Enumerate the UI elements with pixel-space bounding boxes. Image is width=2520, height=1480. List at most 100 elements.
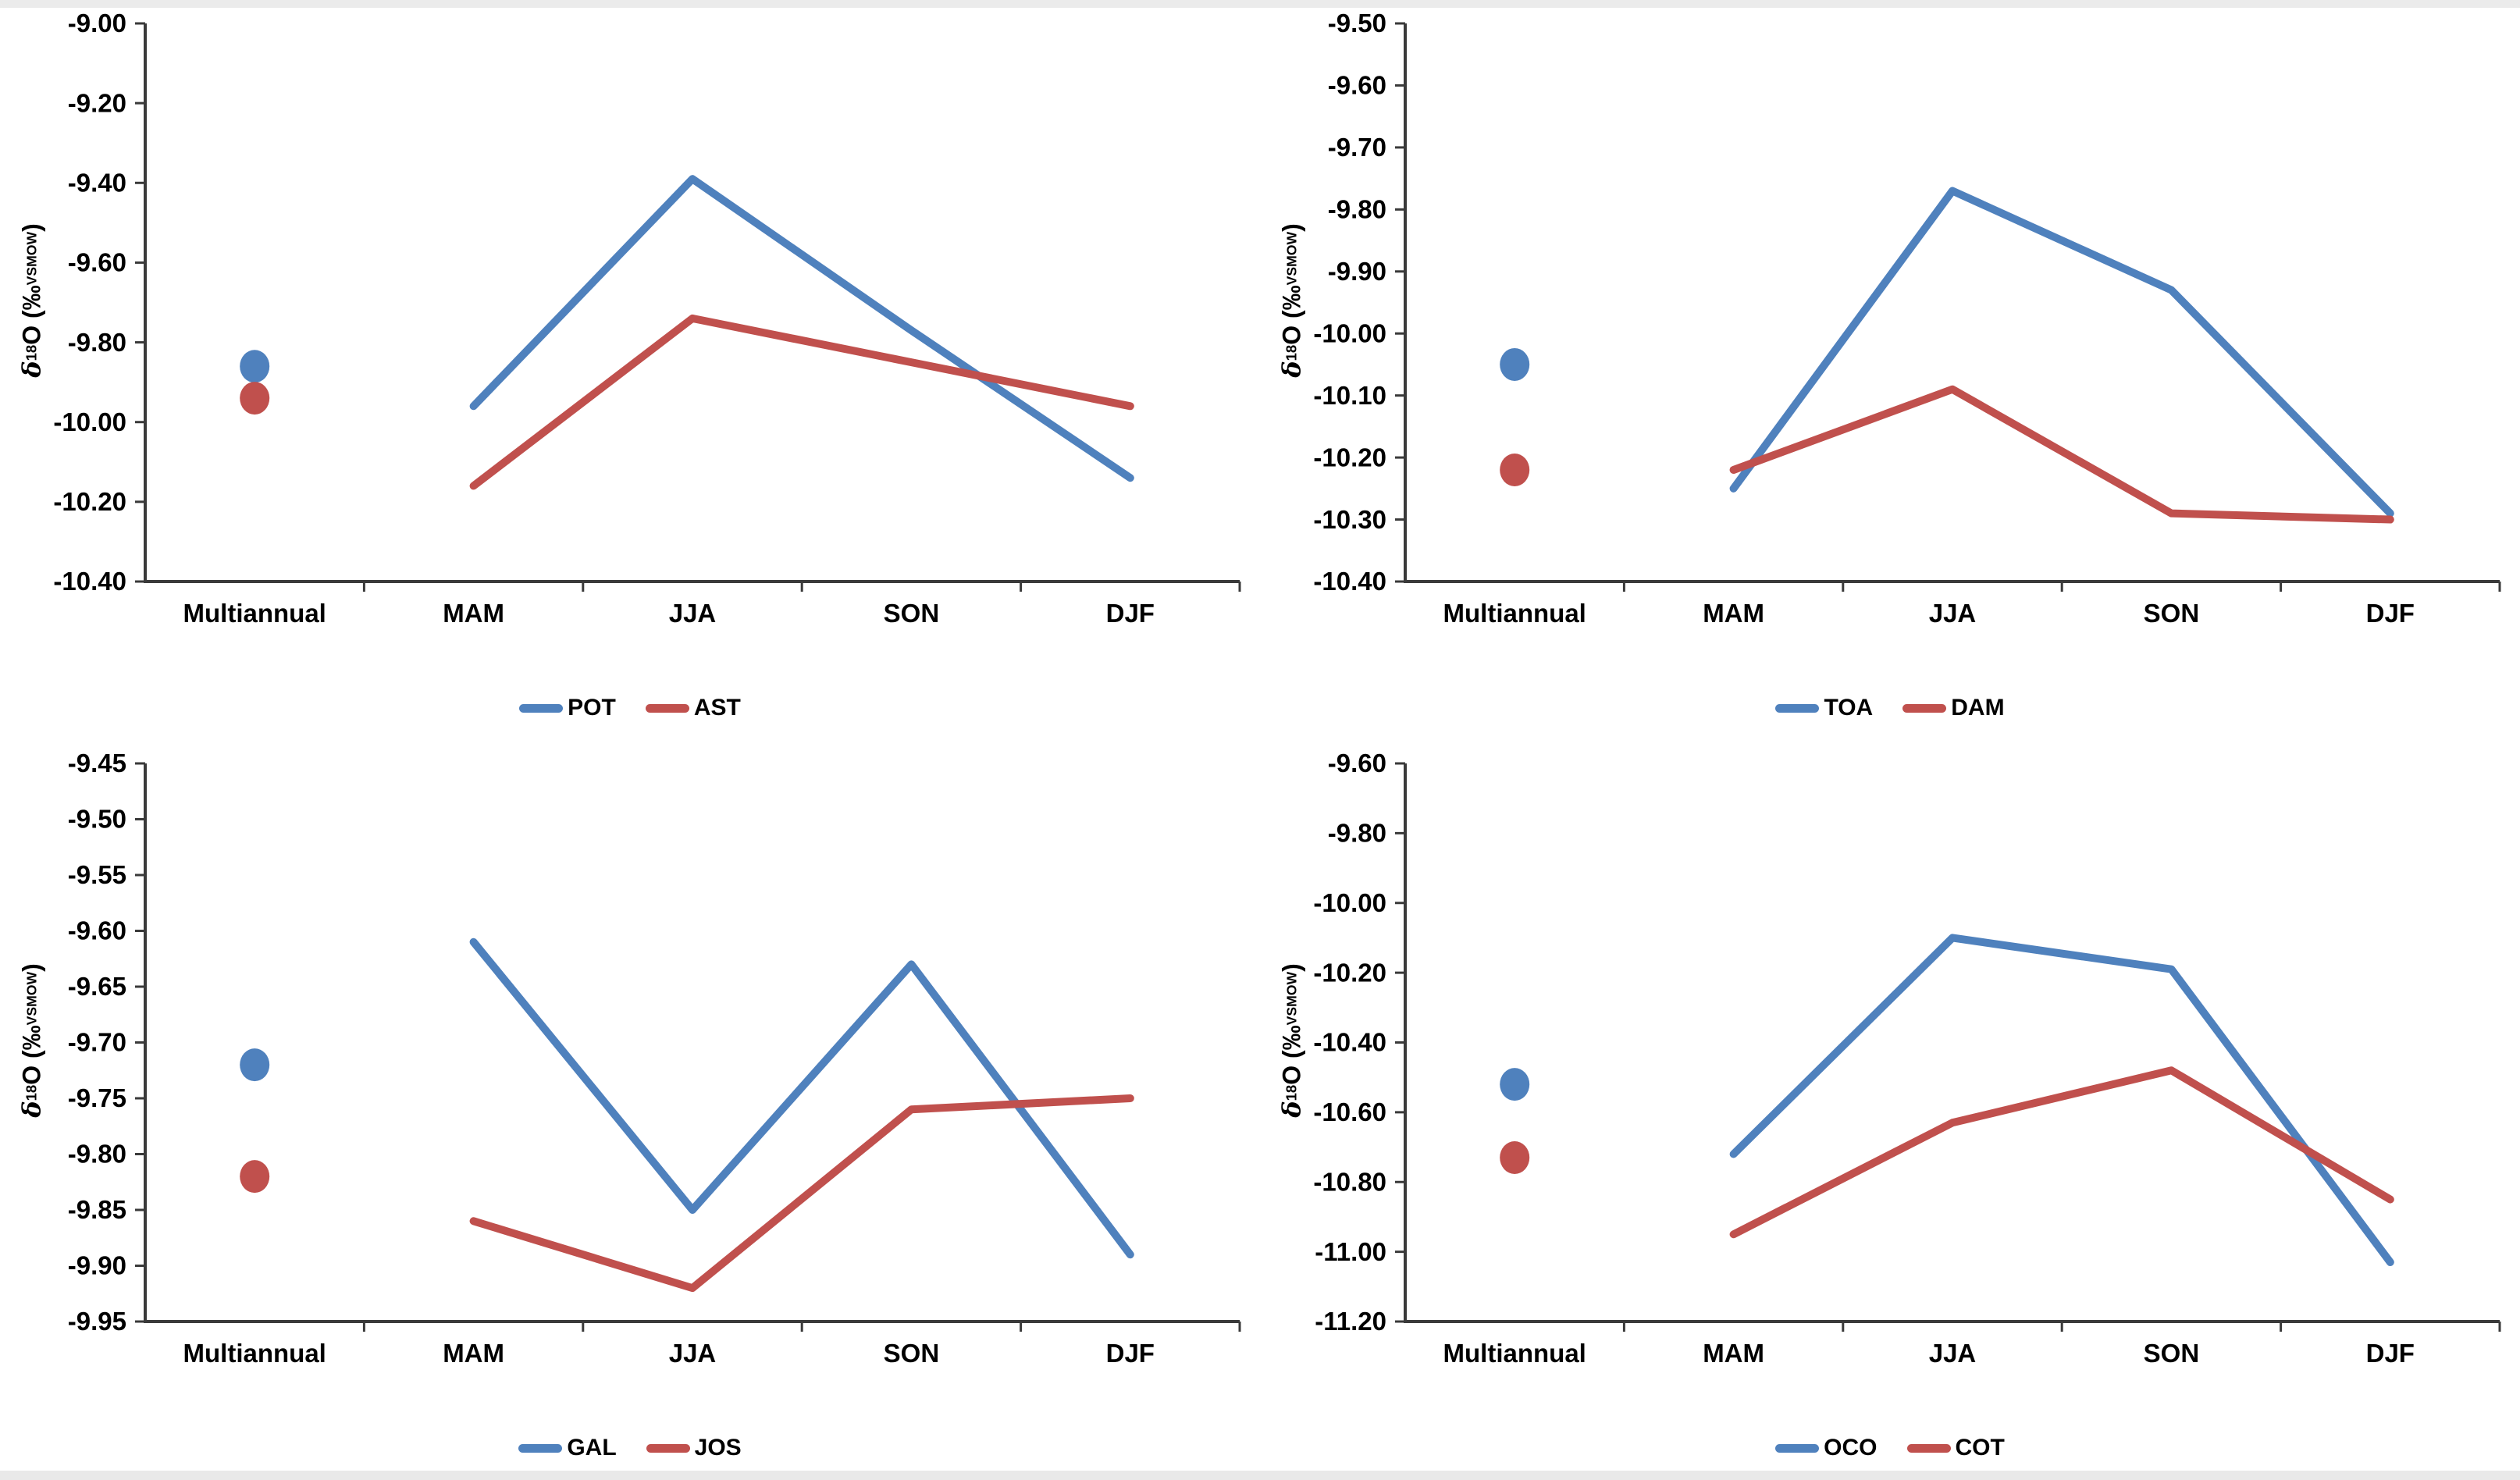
y-tick-label: -10.30 bbox=[1313, 505, 1386, 534]
y-tick-label: -9.00 bbox=[68, 9, 126, 37]
chart-panel-toa-dam: δ 18 O (‰ VSMOW) TOA DAM -9.50 -9.60 -9.70 -9.8… bbox=[1260, 0, 2520, 740]
axis-lines bbox=[144, 23, 1240, 583]
legend-item-jos: JOS bbox=[646, 1435, 742, 1461]
x-category-label: MAM bbox=[1703, 1339, 1764, 1368]
chart-panel-oco-cot: δ 18 O (‰ VSMOW) OCO COT -9.60 -9.80 -10.00 -10… bbox=[1260, 740, 2520, 1480]
y-tick-label: -10.00 bbox=[53, 407, 126, 436]
legend: GAL JOS bbox=[0, 1431, 1260, 1465]
x-category-label: Multiannual bbox=[183, 599, 326, 628]
legend-swatch bbox=[646, 1443, 690, 1453]
y-tick-label: -9.80 bbox=[1328, 819, 1386, 848]
y-tick-label: -10.80 bbox=[1313, 1167, 1386, 1196]
chart-svg: -9.60 -9.80 -10.00 -10.20 -10.40 -10.60 -10.80… bbox=[1313, 749, 2501, 1368]
legend-swatch bbox=[1775, 703, 1820, 713]
y-tick-label: -10.60 bbox=[1313, 1098, 1386, 1126]
legend-label: OCO bbox=[1824, 1435, 1878, 1460]
y-tick-label: -9.90 bbox=[68, 1251, 126, 1280]
ast-multiannual-dot bbox=[240, 382, 270, 415]
x-category-label: Multiannual bbox=[183, 1339, 326, 1368]
toa-multiannual-dot bbox=[1500, 347, 1530, 381]
x-category-label: SON bbox=[2144, 599, 2200, 628]
legend-swatch bbox=[518, 1443, 563, 1453]
y-tick-label: -9.50 bbox=[68, 805, 126, 834]
y-tick-label: -9.90 bbox=[1328, 257, 1386, 286]
jos-multiannual-dot bbox=[240, 1160, 270, 1194]
oco-multiannual-dot bbox=[1500, 1068, 1530, 1101]
legend-swatch bbox=[1775, 1443, 1820, 1453]
x-category-label: DJF bbox=[1106, 1339, 1155, 1368]
pot-multiannual-dot bbox=[240, 350, 270, 383]
axis-lines bbox=[1404, 23, 2500, 583]
y-tick-label: -10.20 bbox=[1313, 958, 1386, 987]
dam-series-line bbox=[1729, 385, 2394, 524]
y-tick-label: -9.50 bbox=[1328, 9, 1386, 37]
y-tick-label: -9.70 bbox=[1328, 133, 1386, 162]
chart-panel-pot-ast: δ 18 O (‰ VSMOW) POT AST -9.00 -9.20 -9.40 -9.6… bbox=[0, 0, 1260, 740]
gal-series-line bbox=[469, 937, 1134, 1259]
legend-label: TOA bbox=[1824, 695, 1874, 720]
x-category-label: SON bbox=[2144, 1339, 2200, 1368]
x-category-label: MAM bbox=[1703, 599, 1764, 628]
legend: OCO COT bbox=[1260, 1431, 2520, 1465]
jos-series-line bbox=[469, 1094, 1134, 1293]
x-category-label: JJA bbox=[669, 599, 717, 628]
y-tick-label: -9.65 bbox=[68, 972, 126, 1001]
legend-item-cot: COT bbox=[1906, 1435, 2005, 1461]
axis-lines bbox=[144, 763, 1240, 1323]
legend-item-toa: TOA bbox=[1775, 695, 1873, 721]
ast-series-line bbox=[469, 314, 1134, 490]
y-tick-label: -10.10 bbox=[1313, 381, 1386, 410]
oco-series-line bbox=[1729, 934, 2394, 1267]
legend-item-pot: POT bbox=[519, 695, 616, 721]
cot-series-line bbox=[1729, 1066, 2394, 1239]
toa-series-line bbox=[1729, 187, 2394, 518]
y-tick-label: -9.70 bbox=[68, 1028, 126, 1057]
x-category-label: MAM bbox=[443, 599, 504, 628]
x-category-label: Multiannual bbox=[1443, 1339, 1586, 1368]
x-category-label: DJF bbox=[2366, 1339, 2415, 1368]
legend-item-oco: OCO bbox=[1775, 1435, 1878, 1461]
legend-item-ast: AST bbox=[645, 695, 741, 721]
y-tick-label: -11.20 bbox=[1315, 1307, 1386, 1336]
y-tick-label: -10.40 bbox=[1313, 567, 1386, 596]
legend-label: DAM bbox=[1951, 695, 2005, 720]
y-tick-label: -9.55 bbox=[68, 860, 126, 889]
screenshot-edge-bottom bbox=[0, 1471, 2520, 1480]
legend-label: POT bbox=[568, 695, 616, 720]
y-tick-label: -10.40 bbox=[1313, 1028, 1386, 1057]
y-tick-label: -9.80 bbox=[68, 328, 126, 357]
legend-item-dam: DAM bbox=[1902, 695, 2005, 721]
legend-swatch bbox=[1902, 703, 1947, 713]
y-tick-label: -9.60 bbox=[1328, 749, 1386, 777]
x-category-label: DJF bbox=[2366, 599, 2415, 628]
y-tick-label: -9.20 bbox=[68, 88, 126, 117]
y-tick-label: -10.40 bbox=[53, 567, 126, 596]
y-tick-label: -9.60 bbox=[68, 916, 126, 945]
x-category-label: JJA bbox=[1929, 1339, 1977, 1368]
y-tick-label: -9.75 bbox=[68, 1083, 126, 1112]
legend-swatch bbox=[645, 703, 689, 713]
y-tick-label: -10.20 bbox=[53, 487, 126, 516]
screenshot-edge-top bbox=[0, 0, 2520, 8]
x-category-label: JJA bbox=[1929, 599, 1977, 628]
legend-label: AST bbox=[693, 695, 741, 720]
y-tick-label: -9.95 bbox=[68, 1307, 126, 1336]
chart-panel-gal-jos: δ 18 O (‰ VSMOW) GAL JOS -9.45 -9.50 -9.55 -9.6… bbox=[0, 740, 1260, 1480]
chart-svg: -9.50 -9.60 -9.70 -9.80 -9.90 -10.00 -10.10 -10… bbox=[1313, 9, 2501, 628]
pot-series-line bbox=[469, 175, 1134, 482]
legend: TOA DAM bbox=[1260, 691, 2520, 725]
y-tick-label: -10.00 bbox=[1313, 888, 1386, 917]
y-tick-label: -9.60 bbox=[1328, 71, 1386, 100]
legend-label: JOS bbox=[694, 1435, 742, 1460]
cot-multiannual-dot bbox=[1500, 1140, 1530, 1174]
x-category-label: Multiannual bbox=[1443, 599, 1586, 628]
x-category-label: DJF bbox=[1106, 599, 1155, 628]
chart-svg: -9.45 -9.50 -9.55 -9.60 -9.65 -9.70 -9.75 -9.80… bbox=[68, 749, 1241, 1368]
y-tick-label: -9.60 bbox=[68, 248, 126, 277]
y-tick-label: -9.85 bbox=[68, 1195, 126, 1224]
legend-label: COT bbox=[1955, 1435, 2005, 1460]
x-category-label: SON bbox=[884, 599, 940, 628]
legend-swatch bbox=[1906, 1443, 1951, 1453]
